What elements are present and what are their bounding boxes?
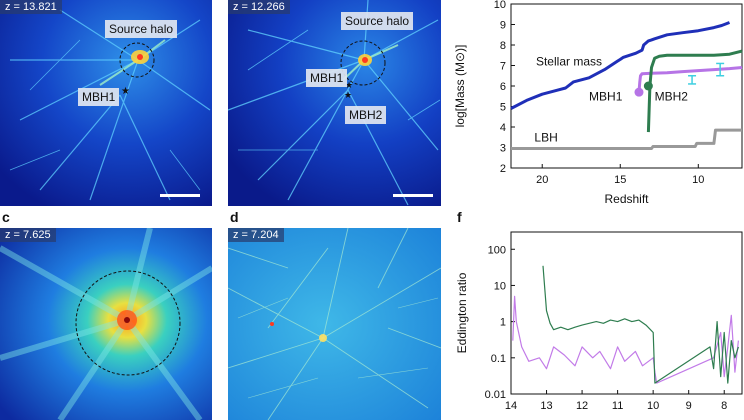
chart-e-y-tick-label: 9 [500, 20, 506, 32]
legend-lbh: LBH [534, 130, 557, 144]
chart-e-y-tick-label: 2 [500, 163, 506, 175]
panel-letter-c: c [2, 209, 10, 225]
chart-e-y-tick-label: 6 [500, 81, 506, 93]
chart-e-x-tick-label: 20 [536, 174, 548, 186]
legend-mbh1: MBH1 [589, 89, 623, 103]
chart-f-x-tick-label: 14 [505, 400, 517, 412]
series-line-lbh [511, 128, 742, 150]
scale-bar-a [160, 194, 200, 197]
chart-f-x-tick-label: 9 [686, 400, 692, 412]
source-halo-label-b: Source halo [341, 12, 414, 30]
simulation-image-d: z = 7.204 [228, 228, 441, 420]
chart-e-y-axis-label: log[Mass (M⊙)] [453, 45, 467, 128]
series-line-mbh1 [637, 66, 743, 93]
chart-e-x-axis-label: Redshift [604, 192, 649, 206]
chart-f-x-tick-label: 11 [612, 400, 623, 412]
chart-e-y-tick-label: 8 [500, 40, 506, 52]
eddington-ratio-chart: 0.01 0.1 1 10 100 14 13 12 11 10 9 8 Eddington rati… [455, 231, 743, 412]
chart-e-y-tick-label: 3 [500, 143, 506, 155]
chart-e-x-tick-label: 15 [614, 174, 626, 186]
chart-f-y-axis-label: Eddington ratio [455, 272, 469, 353]
chart-f-x-tick-label: 8 [721, 400, 727, 412]
z-label-c: z = 7.625 [0, 228, 56, 242]
chart-f-x-tick-label: 10 [647, 400, 659, 412]
mbh1-label-b: MBH1 [306, 69, 348, 87]
chart-e-y-tick-label: 5 [500, 102, 506, 114]
chart-e-y-tick-label: 4 [500, 122, 506, 134]
chart-f-y-tick-label: 0.01 [485, 389, 506, 401]
chart-f-y-tick-label: 0.1 [491, 353, 506, 365]
mbh2-label-b: MBH2 [345, 106, 387, 124]
source-halo-label-a: Source halo [105, 20, 178, 38]
scale-bar-b [393, 194, 433, 197]
chart-f-x-tick-label: 12 [576, 400, 588, 412]
mass-redshift-chart: 2 3 4 5 6 7 8 9 10 20 15 10 Redshift log[Mass (M⊙)]… [453, 0, 743, 206]
series-line-stellar-mass [510, 21, 731, 110]
simulation-image-b: ★ ★ z = 12.266 Source halo MBH1 MBH2 [228, 0, 441, 206]
density-map-b: ★ ★ [228, 0, 441, 206]
legend-stellar-mass: Stellar mass [536, 55, 602, 69]
marker-mbh2 [643, 81, 653, 91]
chart-f-y-tick-label: 10 [494, 280, 506, 292]
z-label-b: z = 12.266 [228, 0, 290, 14]
marker-mbh1 [634, 87, 644, 97]
chart-e-y-tick-label: 7 [500, 61, 506, 73]
z-label-a: z = 13.821 [0, 0, 62, 14]
density-map-c [0, 228, 212, 420]
chart-f-frame [510, 231, 743, 395]
simulation-image-a: ★ z = 13.821 Source halo MBH1 [0, 0, 212, 206]
mbh1-star-a: ★ [121, 86, 130, 97]
mbh2-star-b: ★ [344, 90, 352, 100]
chart-f-y-tick-label: 1 [500, 317, 506, 329]
chart-f-x-tick-label: 13 [540, 400, 552, 412]
density-map-d [228, 228, 441, 420]
chart-e-y-tick-label: 10 [494, 0, 506, 11]
z-label-d: z = 7.204 [228, 228, 284, 242]
mbh1-label-a: MBH1 [78, 88, 120, 106]
legend-mbh2: MBH2 [655, 89, 689, 103]
chart-f-y-tick-label: 100 [488, 244, 506, 256]
series-line-mbh2 [646, 49, 743, 133]
chart-e-x-tick-label: 10 [692, 174, 704, 186]
panel-letter-d: d [230, 209, 239, 225]
eddington-line-mbh2 [542, 265, 739, 384]
panel-letter-f: f [457, 209, 462, 225]
simulation-image-c: z = 7.625 [0, 228, 212, 420]
mbh1-star-b: ★ [345, 80, 353, 90]
